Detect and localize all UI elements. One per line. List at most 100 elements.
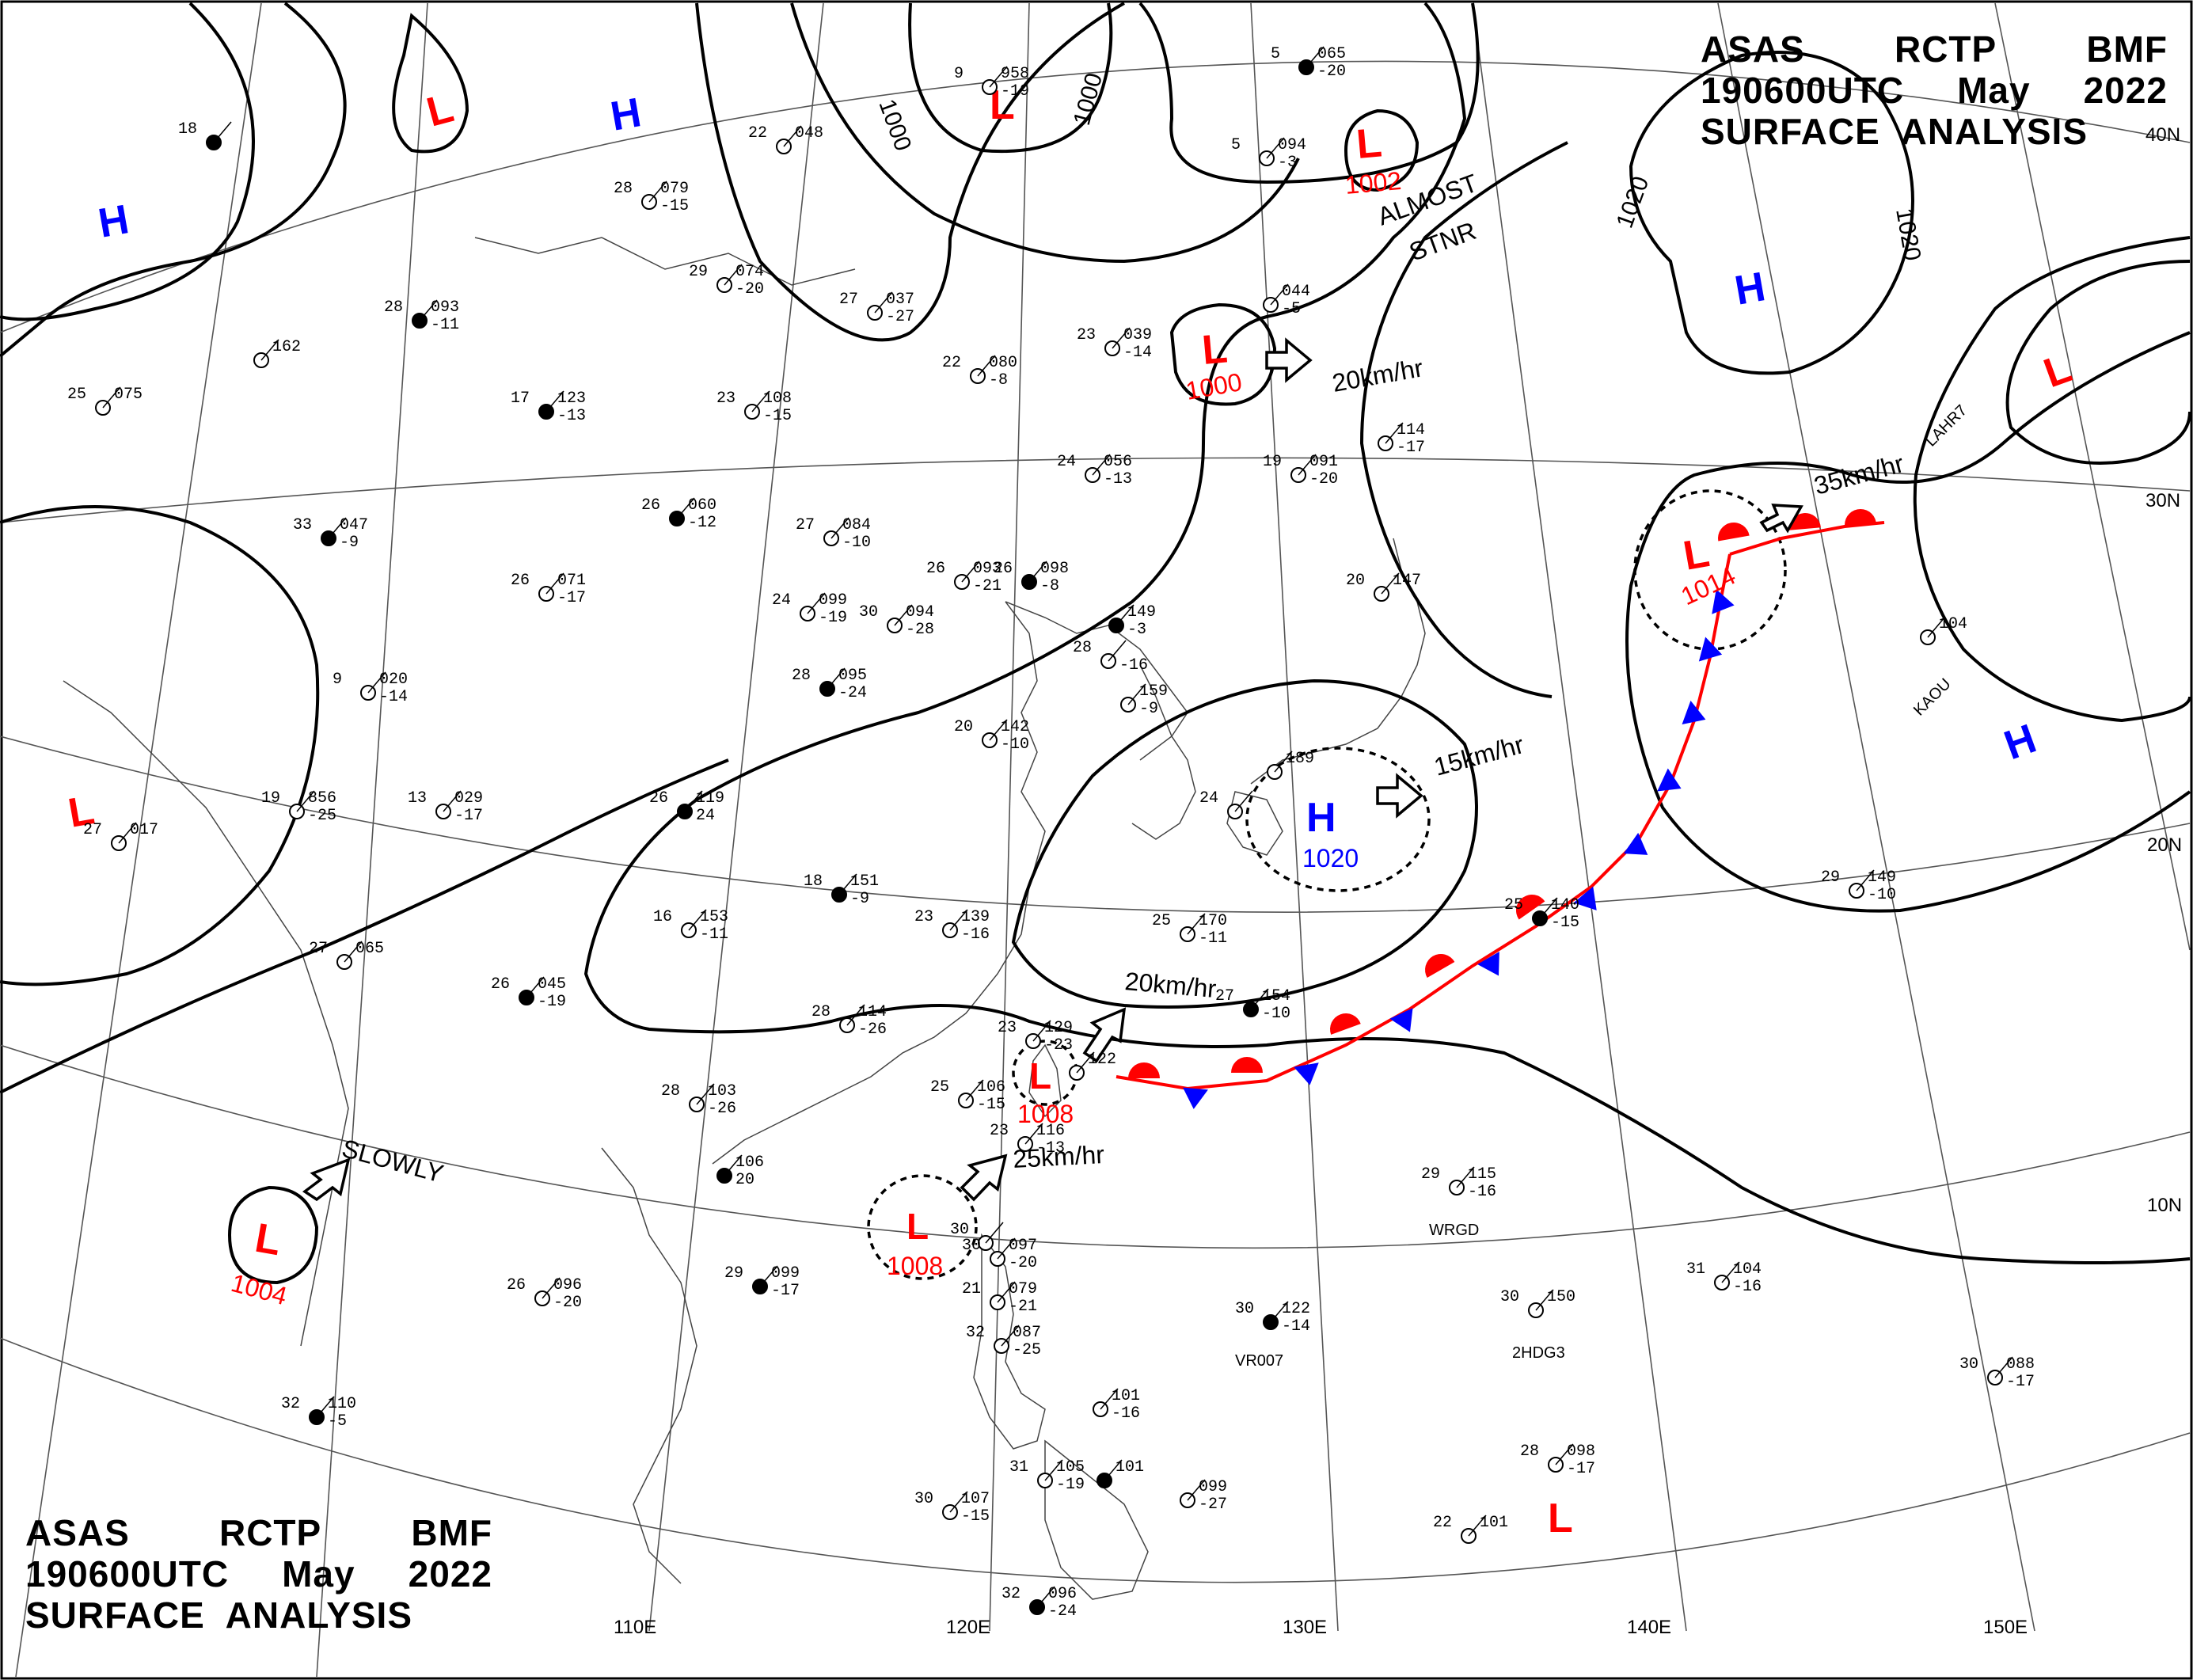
station-pressure: 039: [1123, 326, 1152, 344]
latitude-label: 40N: [2145, 124, 2180, 146]
station-temperature: 27: [839, 291, 858, 309]
motion-arrow-east-1000: [1265, 337, 1313, 383]
wind-barb: [688, 909, 707, 931]
wind-barb: [545, 390, 564, 412]
station-id: VR007: [1235, 1352, 1283, 1370]
station-temperature: 26: [649, 789, 668, 808]
station-plot: 22 101: [1433, 1514, 1508, 1544]
motion-arrows: [302, 337, 1803, 1202]
station-plot: 9 020-14: [333, 671, 408, 706]
station-tendency: -16: [1733, 1278, 1762, 1296]
station-pressure: 037: [886, 291, 914, 309]
station-pressure: 056: [1104, 453, 1132, 471]
pressure-center-value: 1020: [1302, 844, 1359, 872]
station-tendency: -20: [735, 280, 764, 298]
station-plot: 31 104-16: [1686, 1260, 1762, 1296]
station-temperature: 27: [83, 821, 102, 839]
station-temperature: 26: [511, 572, 530, 590]
station-plot: 26 096-20: [507, 1276, 582, 1312]
pressure-centers: L H H L L 1002 L 1000 H L L 1014 H 1020 …: [65, 82, 2077, 1541]
isobar-west-low-ring: [0, 505, 320, 986]
station-tendency: -12: [688, 514, 716, 532]
longitude-label: 110E: [614, 1617, 656, 1638]
wind-barb: [102, 386, 121, 409]
station-plot: 26 098-8: [994, 560, 1069, 595]
coast-china-north: [1005, 601, 1188, 761]
chart-header-bottom: ASAS RCTP BMF 190600UTC May 2022 SURFACE…: [25, 1512, 492, 1636]
station-plot: 27 037-27: [839, 291, 914, 326]
station-pressure: 108: [763, 390, 792, 408]
station-temperature: 23: [914, 908, 933, 926]
wind-barb: [961, 561, 980, 583]
station-temperature: 22: [748, 124, 767, 143]
station-tendency: -5: [1282, 300, 1301, 318]
wind-barb: [977, 355, 996, 377]
station-pressure: 065: [1317, 45, 1346, 63]
station-pressure: 150: [1547, 1288, 1575, 1306]
wind-barb: [526, 976, 545, 998]
header-title: SURFACE ANALYSIS: [1701, 111, 2088, 152]
wind-barb: [894, 604, 913, 626]
station-temperature: 26: [491, 975, 510, 994]
station-pressure: 096: [553, 1276, 582, 1294]
wind-barb: [1927, 616, 1946, 638]
header-time: 190600UTC: [25, 1553, 230, 1594]
station-pressure: 162: [272, 338, 301, 356]
station-plot: 24 099-19: [772, 591, 847, 627]
wind-barb: [1270, 1301, 1289, 1323]
station-temperature: 24: [1199, 789, 1218, 808]
station-pressure: 140: [1551, 896, 1579, 914]
wind-barb: [1100, 1388, 1119, 1410]
dashed-ring-1020: [1245, 747, 1431, 892]
isobar-1020-ring: [1629, 51, 1914, 375]
wind-barb: [1298, 454, 1317, 476]
station-tendency: -15: [1551, 914, 1579, 932]
station-temperature: 29: [724, 1264, 743, 1283]
station-temperature: 20: [954, 718, 973, 736]
station-pressure: 079: [660, 180, 689, 198]
station-plot: 23 139-16: [914, 908, 990, 944]
station-tendency: -23: [1044, 1036, 1073, 1055]
station-pressure: 106: [735, 1154, 764, 1172]
station-pressure: 106: [977, 1078, 1005, 1097]
header-time: 190600UTC: [1701, 70, 1905, 111]
motion-arrow-ne-1008: [1082, 1007, 1127, 1063]
station-pressure: 139: [961, 908, 990, 926]
station-pressure: 122: [1282, 1300, 1310, 1318]
station-pressure: 044: [1282, 283, 1310, 301]
station-plot: 30 094-28: [859, 603, 934, 639]
longitude-line-160e: [1994, 2, 2191, 951]
station-tendency: -9: [1139, 700, 1158, 718]
station-pressure: 170: [1199, 912, 1227, 930]
isobar-north-2: [0, 2, 255, 321]
cold-front-symbol: [1183, 1087, 1208, 1109]
header-year: 2022: [408, 1553, 492, 1594]
station-tendency: -8: [1040, 577, 1059, 595]
station-temperature: 32: [281, 1395, 300, 1413]
latitude-line-0: [0, 1337, 2191, 1583]
station-temperature: 25: [1504, 896, 1523, 914]
header-month: May: [282, 1553, 355, 1594]
station-pressure: 105: [1056, 1458, 1085, 1477]
station-plot: 29 115-16: [1421, 1165, 1496, 1201]
station-pressure: 091: [1309, 453, 1338, 471]
latitude-label: 10N: [2147, 1195, 2182, 1216]
wind-barb: [874, 291, 893, 314]
station-pressure: 074: [735, 263, 764, 281]
station-temperature: 27: [796, 516, 815, 534]
station-temperature: 25: [930, 1078, 949, 1097]
station-tendency: -15: [977, 1096, 1005, 1114]
station-pressure: 154: [1262, 987, 1290, 1005]
station-pressure: 099: [771, 1264, 800, 1283]
station-pressure: 096: [1048, 1585, 1077, 1603]
warm-front-symbol: [1231, 1057, 1263, 1073]
station-temperature: 30: [1959, 1355, 1978, 1374]
station-temperature: 32: [966, 1324, 985, 1342]
station-tendency: -10: [1001, 735, 1029, 754]
station-pressure: 147: [1393, 572, 1421, 590]
station-tendency: -9: [850, 890, 869, 908]
station-temperature: 29: [1421, 1165, 1440, 1184]
wind-barb: [1024, 1123, 1043, 1145]
longitude-line-120e: [989, 2, 1030, 1632]
